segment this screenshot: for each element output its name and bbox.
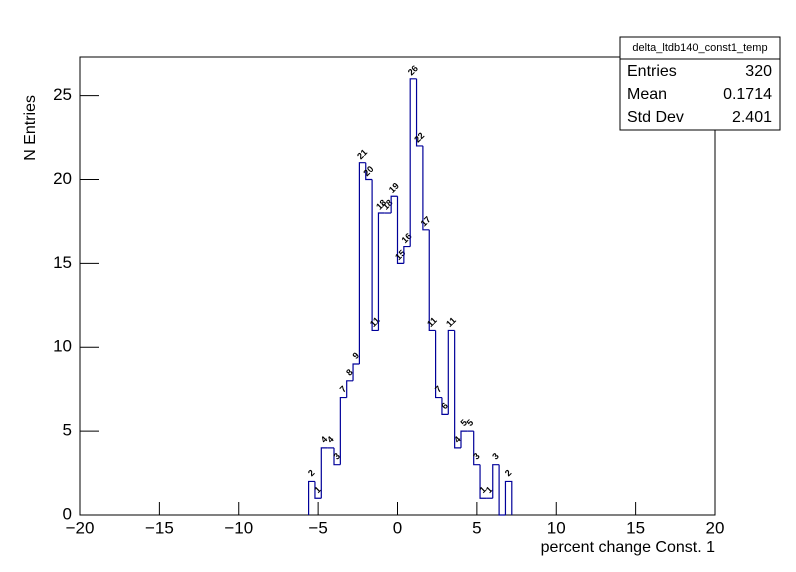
value-label: 2 [503, 468, 514, 479]
histogram-bin [460, 430, 468, 448]
value-label: 1 [484, 484, 495, 495]
x-tick-label: −10 [224, 518, 253, 537]
value-label: 5 [458, 417, 469, 428]
value-label: 22 [412, 130, 426, 144]
value-label: 2 [306, 468, 317, 479]
y-axis-label: N Entries [22, 95, 39, 161]
value-label: 9 [350, 350, 361, 361]
histogram-bin [308, 480, 315, 515]
y-tick-label: 10 [53, 337, 72, 356]
value-label: 21 [355, 147, 369, 161]
value-label: 1 [312, 484, 323, 495]
histogram-bin [390, 195, 398, 214]
histogram-bin [371, 179, 379, 332]
y-tick-label: 15 [53, 253, 72, 272]
histogram-bin [454, 330, 461, 449]
histogram-bin [352, 363, 360, 381]
histogram-bin [403, 245, 411, 264]
x-tick-label: −5 [308, 518, 327, 537]
value-label: 3 [331, 451, 342, 462]
value-label: 7 [338, 384, 349, 395]
histogram-bin [435, 330, 442, 399]
stats-title: delta_ltdb140_const1_temp [632, 42, 767, 54]
histogram-bin [504, 480, 513, 515]
histogram-bin [339, 396, 347, 465]
stats-name: Mean [627, 86, 667, 103]
y-tick-label: 25 [53, 85, 72, 104]
y-tick-label: 0 [63, 504, 72, 523]
stats-frame [619, 36, 781, 131]
histogram-bin [358, 162, 366, 365]
stats-value: 0.1714 [723, 86, 772, 103]
histogram-bin [473, 431, 481, 466]
y-tick-label: 5 [63, 421, 72, 440]
x-tick-label: 0 [393, 518, 402, 537]
histogram-bin [441, 397, 449, 415]
value-label: 5 [465, 417, 476, 428]
x-tick-label: −15 [145, 518, 174, 537]
histogram-bin [377, 212, 385, 331]
value-label: 20 [361, 164, 375, 178]
histogram-bin [346, 380, 354, 398]
histogram-bin [498, 464, 506, 516]
x-tick-label: 15 [626, 518, 645, 537]
histogram-bin [314, 481, 322, 499]
value-label: 18 [374, 198, 388, 212]
histogram-bin [365, 162, 373, 181]
histogram-bin [415, 78, 423, 147]
value-label: 19 [387, 181, 401, 195]
x-tick-label: 20 [706, 518, 725, 537]
y-tick-label: 20 [53, 169, 72, 188]
histogram-bin [447, 329, 455, 415]
stats-value: 2.401 [732, 109, 772, 126]
x-tick-label: 10 [547, 518, 566, 537]
stats-name: Std Dev [627, 109, 684, 126]
value-label: 4 [319, 434, 330, 445]
value-label: 3 [471, 451, 482, 462]
value-label: 1 [477, 484, 488, 495]
value-label: 8 [344, 367, 355, 378]
histogram-bin [409, 78, 417, 247]
histogram-bin [428, 229, 436, 332]
histogram-bin [492, 464, 500, 499]
stats-name: Entries [627, 63, 677, 80]
histogram-bin [422, 145, 430, 231]
value-label: 3 [490, 451, 501, 462]
x-axis-label: percent change Const. 1 [541, 539, 715, 556]
x-tick-label: −20 [66, 518, 95, 537]
value-label: 4 [452, 434, 463, 445]
stats-value: 320 [745, 63, 772, 80]
histogram-bin [333, 447, 341, 466]
histogram-bin [320, 447, 328, 499]
value-label: 17 [419, 214, 433, 228]
value-label: 6 [439, 401, 450, 412]
stats-box: delta_ltdb140_const1_temp Entries 320 Me… [619, 36, 781, 131]
value-label: 4 [325, 434, 336, 445]
histogram-bin [479, 464, 487, 499]
x-tick-label: 5 [472, 518, 481, 537]
value-label: 7 [433, 384, 444, 395]
histogram-bin [396, 196, 404, 264]
